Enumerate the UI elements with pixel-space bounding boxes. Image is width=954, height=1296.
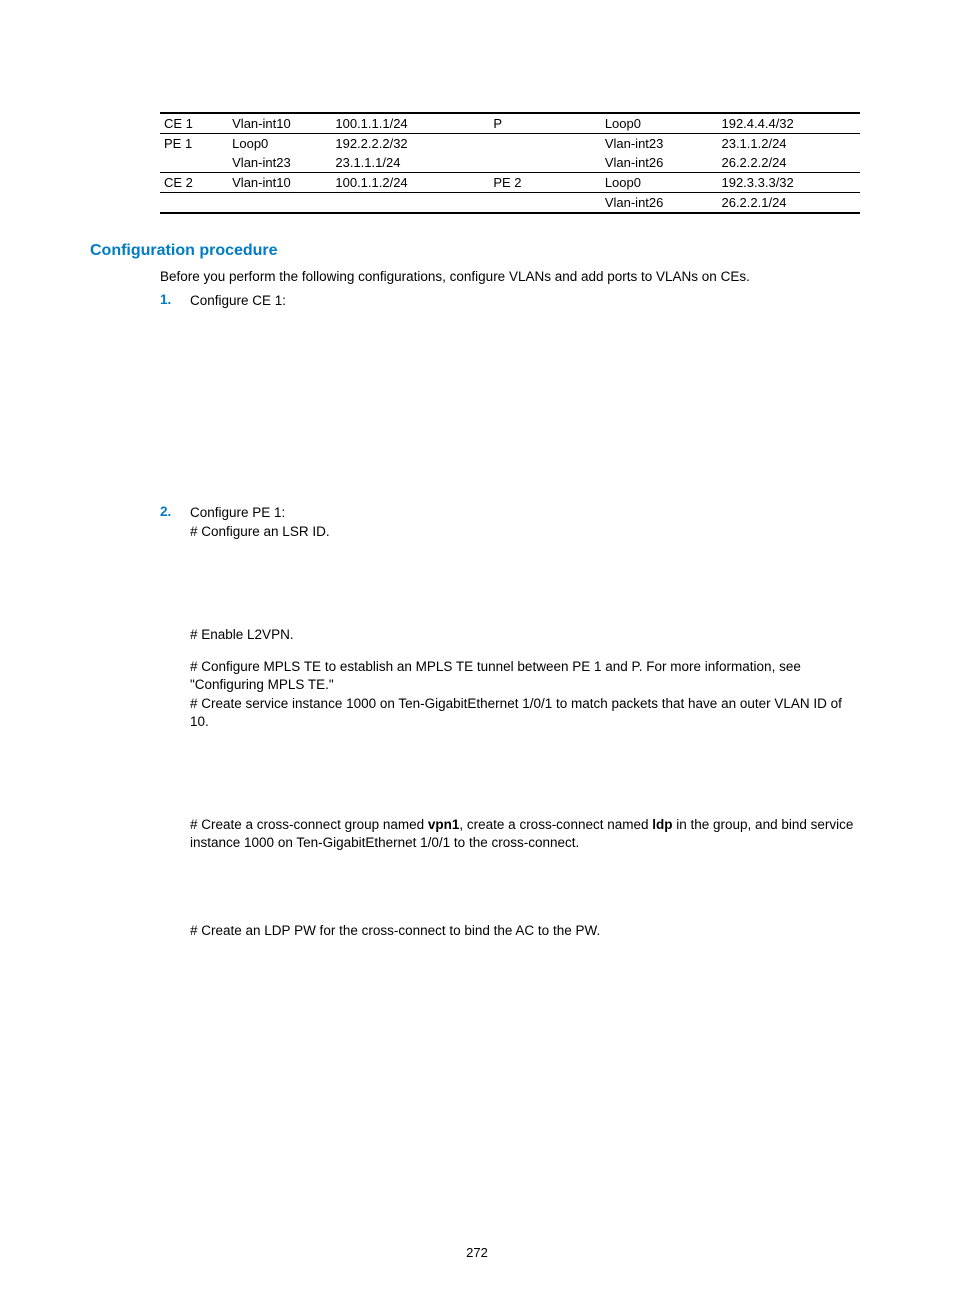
- t: # Create a cross-connect group named: [190, 817, 428, 832]
- cell: 192.4.4.4/32: [717, 113, 860, 134]
- step-number: 2.: [160, 504, 190, 940]
- step-label: Configure PE 1:: [190, 504, 864, 522]
- cell: Vlan-int10: [228, 173, 331, 193]
- cell: [160, 153, 228, 173]
- cell: Vlan-int23: [601, 134, 718, 154]
- cell: CE 1: [160, 113, 228, 134]
- cell: 23.1.1.1/24: [331, 153, 489, 173]
- step-text: # Create a cross-connect group named vpn…: [190, 816, 864, 852]
- cell: Loop0: [228, 134, 331, 154]
- interface-table: CE 1 Vlan-int10 100.1.1.1/24 P Loop0 192…: [160, 112, 860, 214]
- cell: Vlan-int26: [601, 153, 718, 173]
- cell: [228, 193, 331, 214]
- cell: PE 2: [489, 173, 601, 193]
- step-label: Configure CE 1:: [190, 293, 286, 308]
- t: , create a cross-connect named: [459, 817, 652, 832]
- cell: [160, 193, 228, 214]
- cell: 23.1.1.2/24: [717, 134, 860, 154]
- cell: 26.2.2.2/24: [717, 153, 860, 173]
- cell: Loop0: [601, 113, 718, 134]
- cell: Vlan-int10: [228, 113, 331, 134]
- cell: CE 2: [160, 173, 228, 193]
- cell: 26.2.2.1/24: [717, 193, 860, 214]
- cell: [331, 193, 489, 214]
- intro-text: Before you perform the following configu…: [160, 268, 864, 286]
- step-text: # Configure MPLS TE to establish an MPLS…: [190, 658, 864, 694]
- cell: P: [489, 113, 601, 134]
- bold: ldp: [652, 817, 672, 832]
- cell: 100.1.1.2/24: [331, 173, 489, 193]
- bold: vpn1: [428, 817, 460, 832]
- step-text: # Configure an LSR ID.: [190, 523, 864, 541]
- step-1: 1. Configure CE 1:: [160, 292, 864, 500]
- cell: 192.2.2.2/32: [331, 134, 489, 154]
- step-2: 2. Configure PE 1: # Configure an LSR ID…: [160, 504, 864, 940]
- step-text: # Create an LDP PW for the cross-connect…: [190, 922, 864, 940]
- cell: [489, 153, 601, 173]
- step-number: 1.: [160, 292, 190, 500]
- cell: Vlan-int23: [228, 153, 331, 173]
- section-heading: Configuration procedure: [90, 242, 864, 260]
- cell: [489, 193, 601, 214]
- step-list: 1. Configure CE 1: 2. Configure PE 1: # …: [160, 292, 864, 940]
- cell: Loop0: [601, 173, 718, 193]
- page-number: 272: [0, 1245, 954, 1260]
- cell: 100.1.1.1/24: [331, 113, 489, 134]
- page: CE 1 Vlan-int10 100.1.1.1/24 P Loop0 192…: [0, 0, 954, 1296]
- cell: [489, 134, 601, 154]
- cell: PE 1: [160, 134, 228, 154]
- cell: 192.3.3.3/32: [717, 173, 860, 193]
- cell: Vlan-int26: [601, 193, 718, 214]
- step-text: # Create service instance 1000 on Ten-Gi…: [190, 695, 864, 731]
- step-text: # Enable L2VPN.: [190, 626, 864, 644]
